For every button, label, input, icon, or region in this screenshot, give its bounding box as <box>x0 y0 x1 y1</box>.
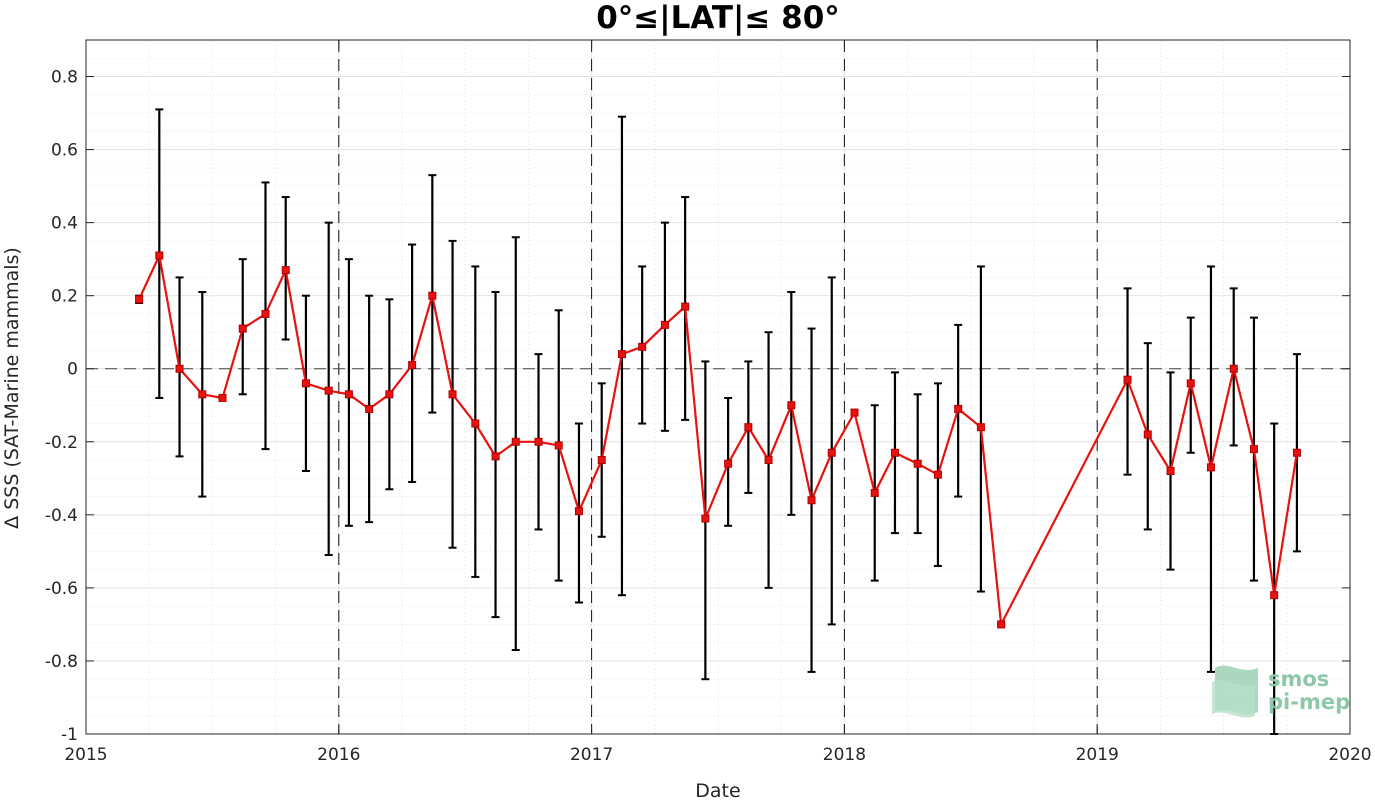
logo-wave-mark-front <box>1212 680 1255 718</box>
data-point-marker <box>1229 364 1238 373</box>
data-point-marker <box>281 266 290 275</box>
data-point-marker <box>1143 430 1152 439</box>
data-point-marker <box>1186 379 1195 388</box>
data-point-marker <box>617 350 626 359</box>
data-point-marker <box>261 309 270 318</box>
data-point-marker <box>954 404 963 413</box>
y-tick-label: 0.4 <box>51 214 78 234</box>
y-tick-label: -0.8 <box>45 652 78 672</box>
data-point-marker <box>660 320 669 329</box>
x-tick-label: 2017 <box>570 745 613 765</box>
y-tick-label: 0.2 <box>51 287 78 307</box>
data-point-marker <box>1249 445 1258 454</box>
x-tick-label: 2016 <box>317 745 360 765</box>
data-point-marker <box>701 514 710 523</box>
data-point-marker <box>976 423 985 432</box>
data-point-marker <box>218 393 227 402</box>
data-point-marker <box>597 456 606 465</box>
data-point-marker <box>574 507 583 516</box>
data-point-marker <box>764 456 773 465</box>
data-point-marker <box>324 386 333 395</box>
data-point-marker <box>1123 375 1132 384</box>
data-point-marker <box>807 496 816 505</box>
grid-layer <box>85 39 1351 735</box>
data-point-marker <box>428 291 437 300</box>
data-point-marker <box>175 364 184 373</box>
x-tick-label: 2020 <box>1328 745 1371 765</box>
data-point-marker <box>301 379 310 388</box>
data-point-marker <box>681 302 690 311</box>
data-point-marker <box>1166 467 1175 476</box>
y-tick-label: 0.8 <box>51 68 78 88</box>
data-point-marker <box>744 423 753 432</box>
data-point-marker <box>554 441 563 450</box>
data-point-marker <box>511 437 520 446</box>
data-point-marker <box>344 390 353 399</box>
data-point-marker <box>198 390 207 399</box>
logo-line-1: smos <box>1268 667 1329 691</box>
plot-frame <box>85 39 1351 735</box>
data-point-marker <box>238 324 247 333</box>
data-point-marker <box>933 470 942 479</box>
data-point-marker <box>638 342 647 351</box>
x-tick-label: 2019 <box>1076 745 1119 765</box>
y-tick-label: 0 <box>67 360 78 380</box>
data-point-marker <box>890 448 899 457</box>
y-tick-label: -0.2 <box>45 433 78 453</box>
y-tick-label: 0.6 <box>51 141 78 161</box>
data-point-marker <box>870 488 879 497</box>
data-layer <box>135 108 1301 735</box>
chart-title: 0°≤|LAT|≤ 80° <box>596 0 840 36</box>
data-point-marker <box>448 390 457 399</box>
data-point-marker <box>1270 591 1279 600</box>
x-axis-title: Date <box>695 780 740 801</box>
data-point-marker <box>724 459 733 468</box>
y-tick-label: -0.6 <box>45 579 78 599</box>
data-point-marker <box>534 437 543 446</box>
data-point-marker <box>491 452 500 461</box>
data-point-marker <box>997 620 1006 629</box>
data-point-marker <box>1292 448 1301 457</box>
data-point-marker <box>827 448 836 457</box>
y-tick-label: -1 <box>61 725 78 745</box>
logo-line-2: pi-mep <box>1268 690 1350 714</box>
y-axis-title: Δ SSS (SAT-Marine mammals) <box>1 247 23 529</box>
data-point-marker <box>385 390 394 399</box>
data-point-marker <box>850 408 859 417</box>
axes-layer: -1 -0.8 -0.6 -0.4 -0.2 0 0.2 0.4 0.6 0.8 2015 2016 2… <box>45 39 1372 765</box>
y-tick-label: -0.4 <box>45 506 78 526</box>
data-point-marker <box>787 401 796 410</box>
data-point-marker <box>135 295 144 304</box>
data-point-marker <box>408 361 417 370</box>
smos-pi-mep-logo: smos pi-mep <box>1212 665 1350 718</box>
data-point-marker <box>1206 463 1215 472</box>
data-point-marker <box>365 404 374 413</box>
data-point-marker <box>913 459 922 468</box>
data-point-marker <box>471 419 480 428</box>
x-tick-label: 2015 <box>64 745 107 765</box>
x-tick-label: 2018 <box>823 745 866 765</box>
data-point-marker <box>155 251 164 260</box>
